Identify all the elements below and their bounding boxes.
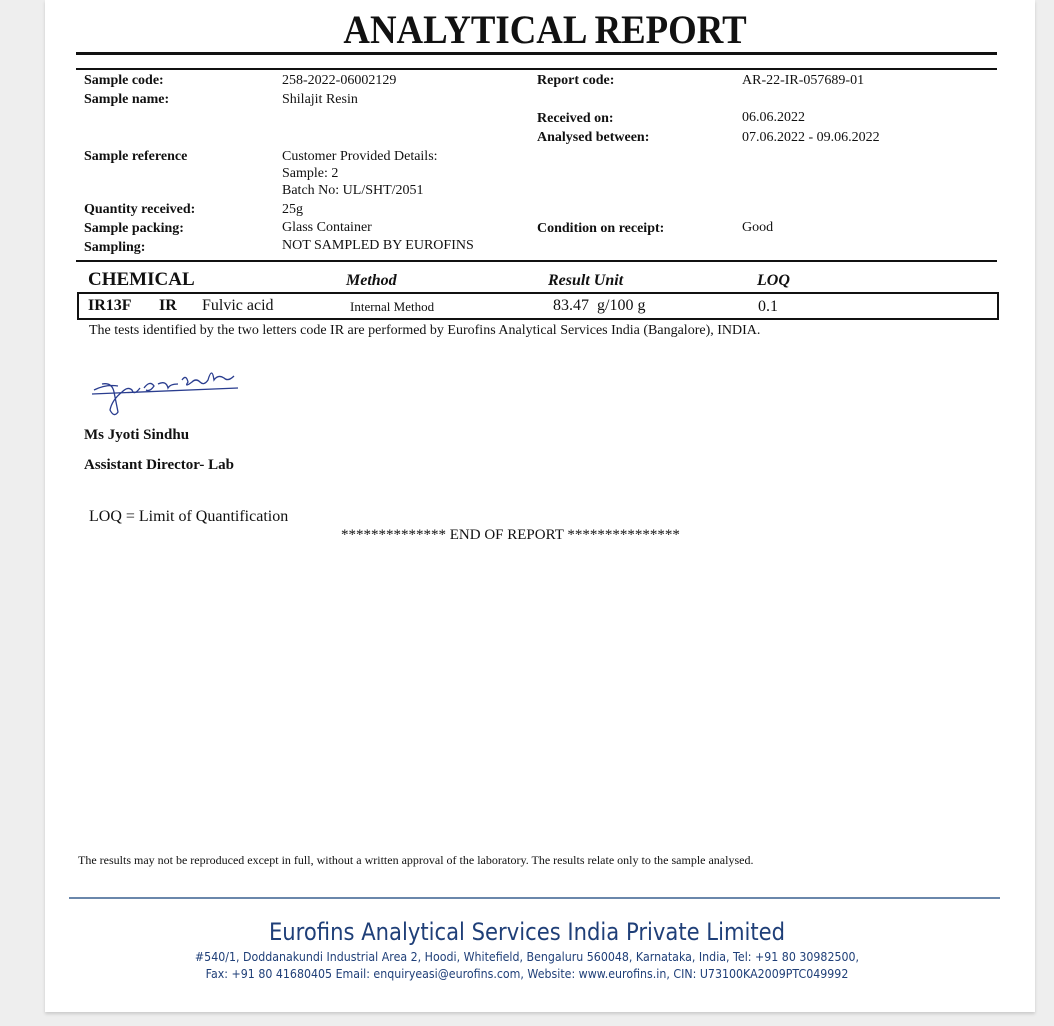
footer-address-line2: Fax: +91 80 41680405 Email: enquiryeasi@… <box>205 967 849 981</box>
quantity-received-value: 25g <box>282 202 303 217</box>
unit-value: g/100 g <box>597 297 646 314</box>
signature-image <box>91 372 239 416</box>
sample-name-value: Shilajit Resin <box>282 92 358 107</box>
report-page <box>45 0 1035 1012</box>
sampling-label: Sampling: <box>84 240 146 255</box>
loq-definition: LOQ = Limit of Quantification <box>89 508 289 525</box>
loq-header: LOQ <box>757 272 790 289</box>
received-on-value: 06.06.2022 <box>742 110 805 125</box>
result-value: 83.47 <box>553 297 589 314</box>
analysed-between-label: Analysed between: <box>537 130 650 145</box>
report-code-value: AR-22-IR-057689-01 <box>742 73 865 88</box>
footer-company: Eurofins Analytical Services India Priva… <box>268 918 786 946</box>
parameter-name: Fulvic acid <box>202 297 274 314</box>
method-header: Method <box>346 272 397 289</box>
received-on-label: Received on: <box>537 111 614 126</box>
lab-code: IR <box>159 297 177 314</box>
quantity-received-label: Quantity received: <box>84 202 196 217</box>
result-unit-header: Result Unit <box>548 272 624 289</box>
lab-note: The tests identified by the two letters … <box>89 323 761 338</box>
footer-address-line1: #540/1, Doddanakundi Industrial Area 2, … <box>194 950 860 964</box>
disclaimer: The results may not be reproduced except… <box>78 853 754 867</box>
details-bottom-rule <box>76 260 997 262</box>
condition-on-receipt-label: Condition on receipt: <box>537 221 665 236</box>
sample-reference-line: Batch No: UL/SHT/2051 <box>282 183 424 198</box>
table-row <box>77 292 999 320</box>
sample-packing-label: Sample packing: <box>84 221 184 236</box>
analysed-between-value: 07.06.2022 - 09.06.2022 <box>742 130 880 145</box>
title-rule <box>76 52 997 55</box>
end-of-report: ************** END OF REPORT ***********… <box>341 527 680 543</box>
details-top-rule <box>76 68 997 70</box>
sample-code-value: 258-2022-06002129 <box>282 73 397 88</box>
sample-code-label: Sample code: <box>84 73 164 88</box>
sample-reference-line: Sample: 2 <box>282 166 339 181</box>
test-code: IR13F <box>88 297 132 314</box>
method-value: Internal Method <box>350 299 435 314</box>
sample-reference-line: Customer Provided Details: <box>282 149 438 164</box>
section-heading: CHEMICAL <box>88 269 195 290</box>
sample-reference-label: Sample reference <box>84 149 188 164</box>
sampling-value: NOT SAMPLED BY EUROFINS <box>282 238 474 253</box>
sample-name-label: Sample name: <box>84 92 170 107</box>
loq-value: 0.1 <box>758 298 778 315</box>
footer-rule <box>69 897 1000 899</box>
sample-packing-value: Glass Container <box>282 220 372 235</box>
signatory-title: Assistant Director- Lab <box>84 457 234 473</box>
signatory-name: Ms Jyoti Sindhu <box>84 427 190 443</box>
report-code-label: Report code: <box>537 73 615 88</box>
condition-on-receipt-value: Good <box>742 220 774 235</box>
report-title: ANALYTICAL REPORT <box>343 7 747 52</box>
